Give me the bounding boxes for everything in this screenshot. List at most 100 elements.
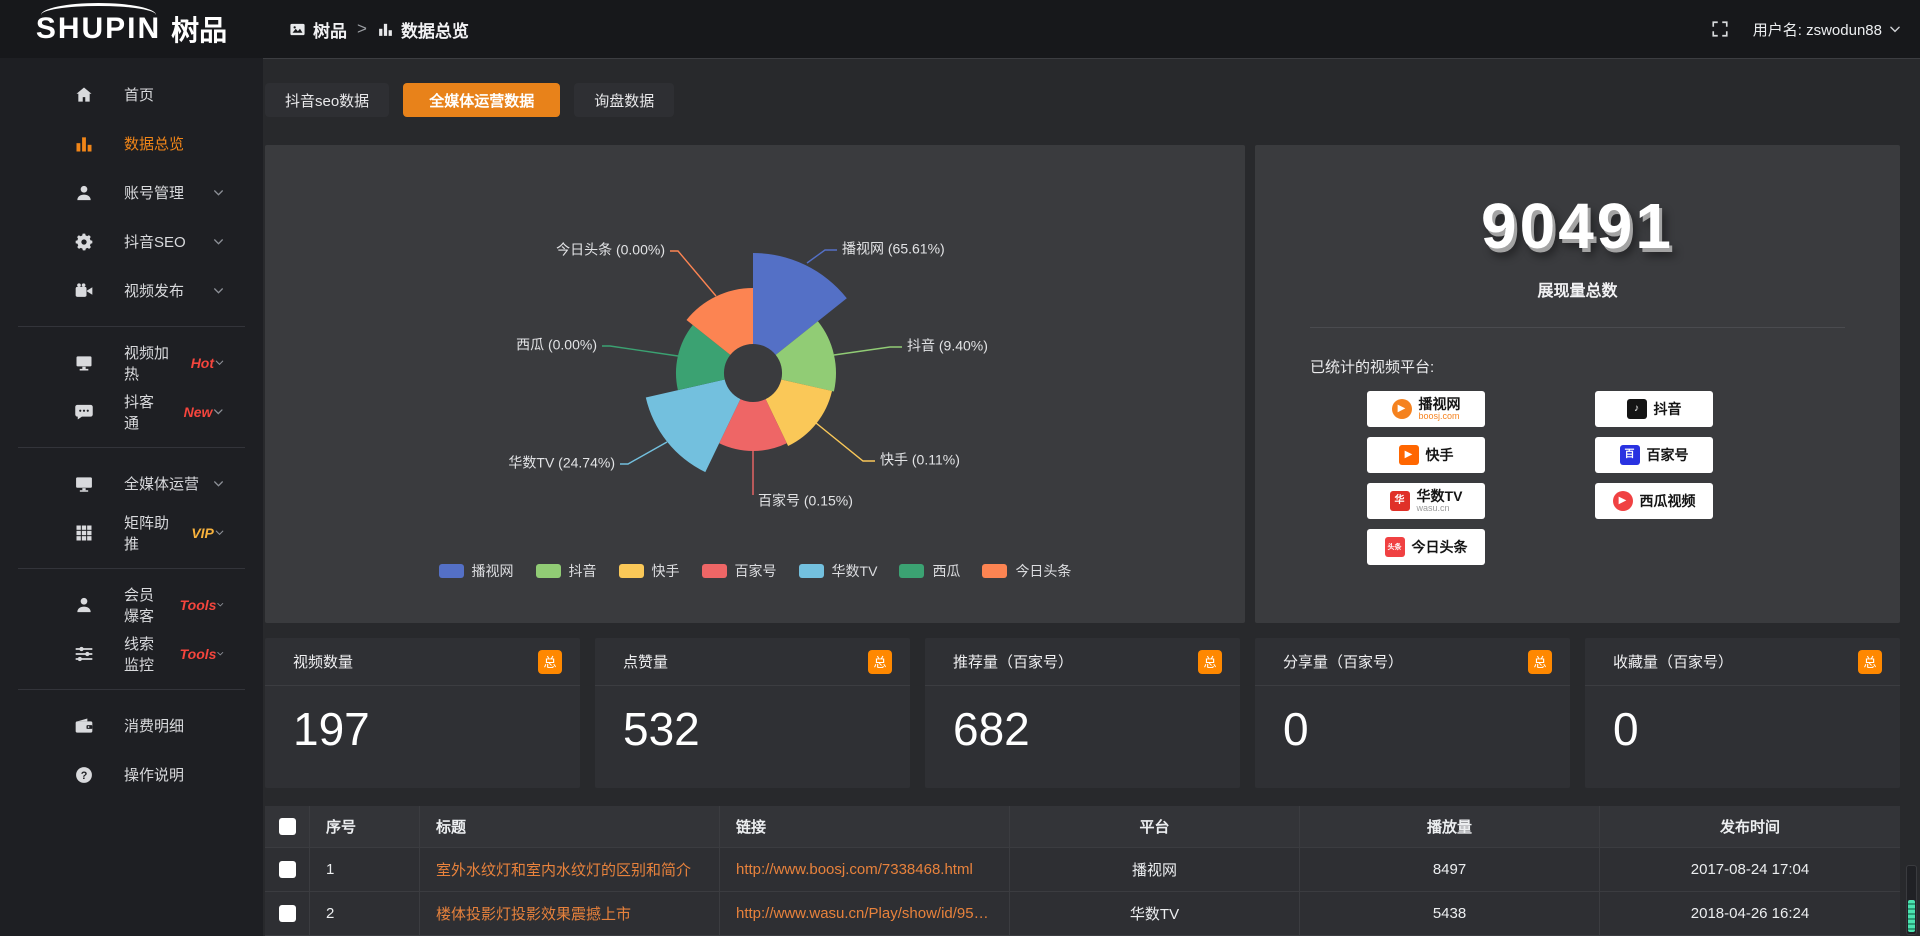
sidebar-item[interactable]: 首页	[0, 70, 263, 119]
stat-card-value: 532	[623, 703, 700, 755]
video-title-link[interactable]: 楼体投影灯投影效果震撼上市	[436, 906, 632, 923]
pie-slice-0[interactable]	[753, 253, 847, 355]
video-title-link[interactable]: 室外水纹灯和室内水纹灯的区别和简介	[436, 862, 692, 879]
svg-text:?: ?	[81, 769, 88, 781]
sidebar-item[interactable]: 全媒体运营	[0, 459, 263, 508]
legend-item[interactable]: 百家号	[701, 561, 777, 581]
tab-bar: 抖音seo数据 全媒体运营数据 询盘数据	[265, 83, 1900, 117]
cell-no: 1	[310, 848, 420, 891]
legend-label: 百家号	[734, 563, 777, 579]
logo-arc	[40, 3, 157, 15]
sidebar: 首页 数据总览 账号管理 抖音SE	[0, 58, 263, 936]
breadcrumb-item-current[interactable]: 数据总览	[377, 17, 469, 42]
cell-plays: 5438	[1300, 892, 1600, 935]
row-checkbox[interactable]	[278, 861, 296, 878]
pie-slice-4[interactable]	[645, 379, 741, 473]
row-checkbox[interactable]	[278, 905, 296, 922]
wallet-icon	[74, 716, 94, 736]
pie-slice-5[interactable]	[675, 325, 731, 391]
screen-icon	[74, 353, 94, 373]
pie-label: 今日头条 (0.00%)	[556, 242, 665, 258]
pie-label-line	[602, 345, 679, 357]
cell-plays: 8497	[1300, 848, 1600, 891]
legend-item[interactable]: 抖音	[535, 561, 597, 581]
column-header: 链接	[720, 806, 1010, 847]
stat-cards: 视频数量 总 197 点赞量 总 532 推荐量（百家号）	[265, 638, 1900, 788]
video-url-link[interactable]: http://www.boosj.com/7338468.html	[736, 861, 973, 878]
legend-label: 西瓜	[932, 563, 961, 579]
impressions-total-label: 展现量总数	[1537, 283, 1618, 300]
platform-logo-icon: 百	[1619, 445, 1640, 465]
legend-swatch	[798, 564, 824, 578]
sidebar-item[interactable]: 抖客通 New	[0, 387, 263, 436]
platform-badge: ♪ 抖音	[1595, 391, 1713, 427]
select-all-checkbox[interactable]	[278, 818, 296, 835]
platform-logo-icon: ▶	[1398, 445, 1419, 465]
question-icon: ?	[74, 765, 94, 785]
sidebar-item[interactable]: 视频发布	[0, 266, 263, 315]
legend-item[interactable]: 快手	[618, 561, 680, 581]
platform-name: 播视网	[1418, 395, 1461, 412]
stat-card-value: 0	[1283, 703, 1309, 755]
legend-item[interactable]: 今日头条	[982, 561, 1071, 581]
topbar: SHUPIN 树品 树品 > 数据总览 用户名: zswodun88	[0, 0, 1920, 58]
sidebar-item[interactable]: 视频加热 Hot	[0, 338, 263, 387]
platform-badge-grid: ▶ 播视网 boosj.com ♪ 抖音	[1367, 391, 1900, 565]
chevron-down-icon	[214, 356, 225, 369]
legend-item[interactable]: 播视网	[438, 561, 514, 581]
legend-item[interactable]: 西瓜	[899, 561, 960, 581]
legend-label: 快手	[651, 563, 680, 579]
pie-slice-2[interactable]	[765, 379, 832, 447]
sidebar-item[interactable]: ? 操作说明	[0, 750, 263, 799]
stat-card-value: 197	[293, 703, 370, 755]
pie-slice-1[interactable]	[775, 321, 836, 392]
vertical-scrollbar	[1906, 865, 1917, 935]
legend-swatch	[899, 564, 925, 578]
platform-logo-icon: ▶	[1612, 491, 1633, 511]
sidebar-item-tag: New	[183, 403, 213, 420]
tab[interactable]: 全媒体运营数据	[403, 83, 561, 117]
stat-card-value: 0	[1613, 703, 1639, 755]
pie-slice-3[interactable]	[719, 399, 787, 452]
sidebar-item[interactable]: 抖音SEO	[0, 217, 263, 266]
sidebar-item[interactable]: 会员爆客 Tools	[0, 580, 263, 629]
tab[interactable]: 抖音seo数据	[265, 83, 390, 117]
app-logo: SHUPIN 树品	[0, 3, 263, 49]
sidebar-item-label: 视频加热	[124, 344, 170, 383]
sidebar-item[interactable]: 线索监控 Tools	[0, 629, 263, 678]
chevron-down-icon	[216, 598, 225, 611]
column-header: 播放量	[1300, 806, 1600, 847]
chevron-down-icon	[214, 526, 225, 539]
sidebar-item-label: 消费明细	[124, 718, 185, 735]
fullscreen-icon[interactable]	[1711, 20, 1729, 38]
table-body: 1 室外水纹灯和室内水纹灯的区别和简介 http://www.boosj.com…	[265, 848, 1900, 936]
legend-swatch	[438, 564, 464, 578]
pie-label: 西瓜 (0.00%)	[516, 337, 597, 353]
sidebar-item[interactable]: 消费明细	[0, 701, 263, 750]
video-url-link[interactable]: http://www.wasu.cn/Play/show/id/952…	[736, 905, 993, 922]
sidebar-item-label: 矩阵助推	[124, 514, 170, 553]
breadcrumb-item-home[interactable]: 树品	[289, 17, 347, 42]
sidebar-item[interactable]: 矩阵助推 VIP	[0, 508, 263, 557]
pie-label-line	[670, 250, 717, 297]
bar-chart-icon	[377, 21, 394, 38]
legend-item[interactable]: 华数TV	[798, 561, 877, 581]
platform-subtext: boosj.com	[1418, 410, 1460, 421]
sidebar-item[interactable]: 账号管理	[0, 168, 263, 217]
user-menu[interactable]: 用户名: zswodun88	[1753, 19, 1902, 40]
home-icon	[74, 85, 94, 105]
legend-label: 今日头条	[1015, 563, 1072, 579]
scrollbar-thumb[interactable]	[1908, 900, 1915, 932]
cell-time: 2018-04-26 16:24	[1690, 905, 1810, 922]
tab[interactable]: 询盘数据	[574, 83, 675, 117]
chart-legend: 播视网 抖音 快手	[265, 561, 1245, 581]
pie-slice-6[interactable]	[686, 288, 754, 355]
cell-time: 2017-08-24 17:04	[1690, 861, 1810, 878]
platform-name: 抖音	[1653, 400, 1682, 417]
sidebar-item-label: 操作说明	[124, 767, 185, 784]
grid-icon	[74, 523, 94, 543]
impressions-summary-panel: 90491 展现量总数 已统计的视频平台: ▶ 播视网 boosj.com	[1255, 145, 1900, 623]
platform-badge: ▶ 快手	[1367, 437, 1485, 473]
sidebar-item[interactable]: 数据总览	[0, 119, 263, 168]
platform-badge: 百 百家号	[1595, 437, 1713, 473]
